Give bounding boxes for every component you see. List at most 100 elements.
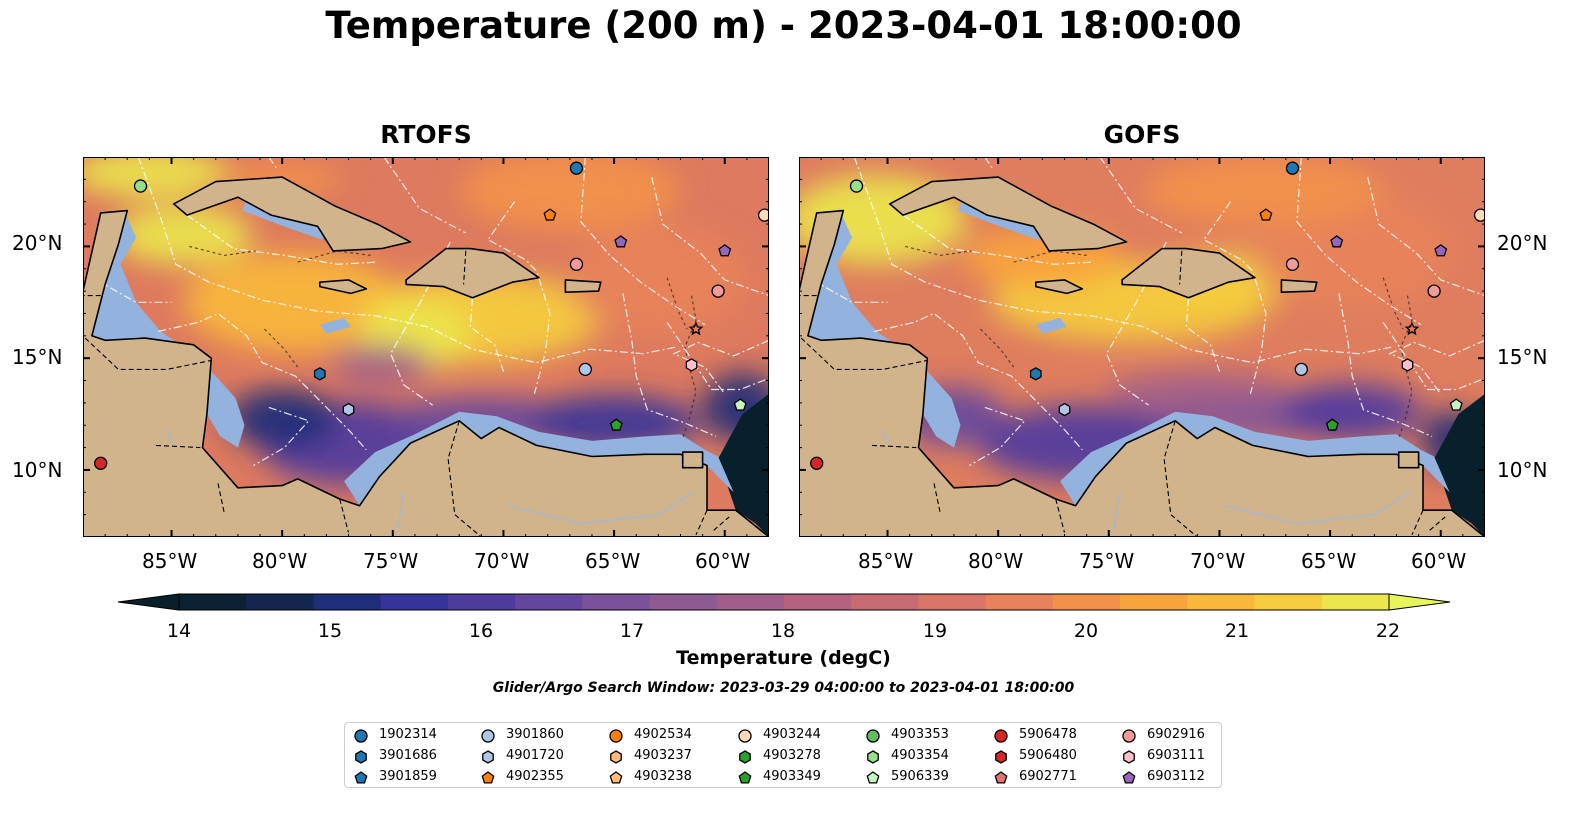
eez-boundary: [1367, 176, 1485, 297]
legend-label: 4903244: [763, 727, 821, 742]
depth-contour: [264, 328, 299, 368]
colorbar-segment: [851, 594, 919, 610]
float-marker-5906478: [94, 456, 108, 470]
float-marker-3901860: [578, 362, 592, 377]
shallow-shelf: [807, 208, 961, 448]
float-marker-4903354: [849, 179, 864, 193]
legend-marker-icon: [609, 729, 623, 743]
colorbar-tick-label: 14: [166, 620, 192, 642]
legend-marker-icon: [738, 771, 752, 784]
country-border: [155, 444, 201, 449]
country-border: [1429, 516, 1446, 531]
colorbar-segment: [1052, 594, 1121, 610]
legend-marker-hexagon: [995, 750, 1007, 764]
panel-title-rtofs: RTOFS: [380, 120, 472, 149]
lon-tick-label-gofs-65w: 65°W: [1301, 549, 1357, 573]
temperature-field: [83, 157, 769, 537]
legend-marker-pentagon: [481, 771, 495, 784]
lon-tick-label-gofs-80w: 80°W: [968, 549, 1024, 573]
country-border: [1411, 509, 1424, 536]
lon-tick-label-rtofs-60w: 60°W: [695, 549, 751, 573]
colorbar-segment: [1254, 594, 1323, 610]
legend-marker-pentagon: [354, 771, 368, 784]
temperature-patch: [568, 224, 749, 335]
eez-boundary: [902, 214, 1094, 265]
float-marker-6903112: [1330, 235, 1344, 248]
colorbar-segment: [515, 594, 583, 610]
land-mass: [681, 451, 704, 469]
lon-tick-label-rtofs-65w: 65°W: [585, 549, 641, 573]
float-marker-4903244: [757, 208, 769, 222]
legend-label: 4902355: [506, 769, 564, 784]
float-marker-3901686: [313, 367, 326, 381]
float-marker-4901720: [342, 402, 355, 417]
colorbar-tick-label: 17: [619, 620, 645, 642]
eez-boundary: [1388, 339, 1485, 395]
legend-label: 5906478: [1019, 727, 1077, 742]
legend-label: 4903349: [763, 769, 821, 784]
colorbar-tick-label: 20: [1073, 620, 1099, 642]
legend-marker-icon: [1123, 750, 1135, 764]
legend-marker-hexagon: [355, 750, 367, 764]
float-marker-5906339: [1449, 398, 1463, 411]
eez-boundary: [969, 406, 1026, 467]
map-panel-gofs: [799, 157, 1485, 537]
float-marker-5906339: [733, 398, 747, 411]
eez-boundary: [1099, 157, 1183, 234]
eez-boundary: [853, 157, 1393, 364]
legend-label: 6903111: [1147, 748, 1205, 763]
float-marker-3901860: [1294, 362, 1308, 377]
legend-marker-pentagon: [738, 771, 752, 784]
legend-marker-circle: [481, 729, 495, 743]
country-border: [339, 498, 350, 533]
colorbar-segment: [447, 594, 516, 610]
lon-tick-label-rtofs-80w: 80°W: [252, 549, 308, 573]
temperature-patch: [83, 157, 230, 198]
depth-contour: [297, 250, 371, 263]
colorbar-segment: [582, 594, 651, 610]
float-marker-6902916: [1427, 284, 1441, 298]
legend-marker-icon: [995, 750, 1007, 764]
legend-marker-icon: [994, 771, 1008, 784]
colorbar-segment: [649, 594, 718, 610]
colorbar-segment: [1321, 594, 1390, 610]
country-border: [800, 337, 928, 370]
lat-tick-label-left-15n: 15°N: [12, 345, 63, 369]
eez-boundary: [96, 279, 172, 303]
panel-title-gofs: GOFS: [1103, 120, 1181, 149]
depth-contour: [1013, 250, 1087, 263]
colorbar-segment: [716, 594, 785, 610]
depth-contour: [189, 245, 256, 257]
country-border: [695, 509, 708, 536]
legend-marker-pentagon: [1122, 771, 1136, 784]
temperature-patch: [227, 388, 338, 449]
country-border: [871, 444, 917, 449]
temperature-patch: [331, 344, 432, 385]
legend-marker-icon: [866, 771, 880, 784]
search-window-note: Glider/Argo Search Window: 2023-03-29 04…: [492, 680, 1075, 696]
float-marker-6903111: [1401, 358, 1414, 372]
eez-boundary: [268, 157, 279, 171]
land-mass: [1280, 279, 1318, 293]
country-border: [1163, 420, 1198, 537]
eez-boundary: [1338, 293, 1433, 437]
legend-marker-icon: [354, 771, 368, 784]
colorbar-segment: [179, 594, 247, 610]
colorbar-tick-label: 22: [1375, 620, 1401, 642]
legend-label: 5906339: [891, 769, 949, 784]
eez-boundary: [1185, 297, 1221, 372]
colorbar-tick-label: 15: [317, 620, 343, 642]
legend-marker-icon: [1122, 729, 1136, 743]
land-mass: [888, 176, 1128, 252]
legend-label: 3901860: [506, 727, 564, 742]
temperature-field: [799, 157, 1485, 537]
country-border: [1179, 250, 1183, 285]
colorbar-tick-label: 21: [1224, 620, 1250, 642]
float-marker-4903349: [1325, 418, 1339, 431]
colorbar-segment: [784, 594, 852, 610]
river: [166, 429, 173, 444]
colorbar-segment: [1187, 594, 1256, 610]
legend-label: 6903112: [1147, 769, 1205, 784]
float-marker-4903244: [1473, 208, 1485, 222]
legend-label: 6902916: [1147, 727, 1205, 742]
